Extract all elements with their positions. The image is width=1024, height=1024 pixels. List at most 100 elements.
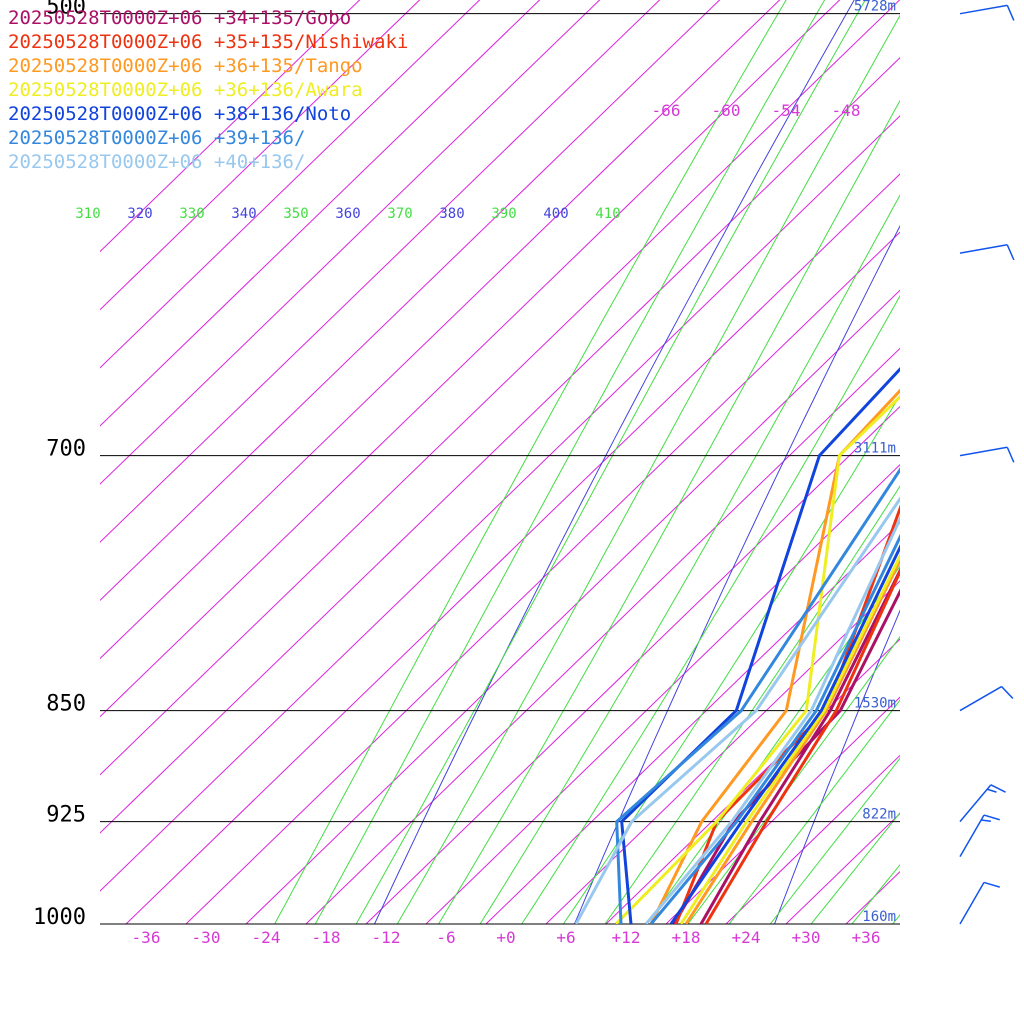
series-temperature-line: [684, 556, 900, 924]
sounding-series: [574, 366, 900, 924]
moist-adiabat-line: [562, 394, 900, 924]
height-label: 822m: [862, 807, 896, 823]
wind-barb: [959, 685, 1014, 712]
dry-adiabat-line: [373, 0, 855, 924]
dry-adiabat-lines: [373, 0, 1024, 988]
series-temperature-line: [699, 567, 900, 924]
theta-label: 360: [335, 206, 360, 222]
temperature-tick-label: -30: [192, 928, 221, 947]
legend-entry: 20250528T0000Z+06 +36+136/Awara: [8, 79, 363, 101]
isotherm-line: [906, 0, 1024, 924]
isotherm-line: [845, 870, 900, 924]
temperature-tick-label: +6: [556, 928, 575, 947]
isotherm-line: [100, 0, 661, 543]
theta-label: 310: [75, 206, 100, 222]
legend-entry: 20250528T0000Z+06 +38+136/Noto: [8, 103, 351, 125]
theta-label: 350: [283, 206, 308, 222]
series-dewpoint-line: [615, 467, 900, 924]
temperature-tick-label: +36: [852, 928, 881, 947]
height-label: 160m: [862, 909, 896, 925]
series-dewpoint-line: [574, 496, 900, 924]
series-dewpoint-line: [672, 588, 900, 924]
isotherm-line: [100, 0, 721, 602]
legend-entry: 20250528T0000Z+06 +36+135/Tango: [8, 55, 363, 77]
theta-label: 390: [491, 206, 516, 222]
isotherm-line: [100, 57, 900, 834]
theta-label: 410: [595, 206, 620, 222]
isotherm-line: [185, 231, 900, 924]
theta-label: 330: [179, 206, 204, 222]
temperature-tick-label: -18: [312, 928, 341, 947]
legend: 20250528T0000Z+06 +34+135/Gobo20250528T0…: [8, 7, 408, 173]
temperature-tick-label: -24: [252, 928, 281, 947]
moist-adiabat-line: [769, 757, 900, 924]
wind-barb: [959, 814, 1000, 858]
temperature-tick-label: +0: [496, 928, 515, 947]
pressure-tick-label: 500: [46, 0, 86, 20]
legend-entry: 20250528T0000Z+06 +35+135/Nishiwaki: [8, 31, 408, 53]
axis-labels: 1000925850700500300250200150100160m822m1…: [33, 0, 896, 947]
series-temperature-line: [704, 568, 900, 924]
moist-adiabat-line: [314, 0, 826, 924]
dry-adiabat-line: [573, 224, 900, 924]
legend-entry: 20250528T0000Z+06 +39+136/: [8, 127, 305, 149]
isotherm-label: -54: [772, 101, 801, 120]
isotherm-line: [725, 754, 900, 924]
isotherm-line: [425, 464, 900, 924]
theta-label: 380: [439, 206, 464, 222]
isotherm-line: [100, 0, 361, 253]
isotherm-line: [100, 0, 421, 311]
wind-barb: [959, 881, 1000, 925]
isotherm-label: -60: [712, 101, 741, 120]
isotherm-line: [100, 0, 481, 369]
pressure-tick-label: 850: [46, 692, 86, 717]
wind-barb: [959, 244, 1015, 261]
isotherm-line: [245, 289, 900, 924]
theta-label: 370: [387, 206, 412, 222]
moist-adiabat-line: [728, 699, 900, 924]
isotherm-line: [100, 0, 900, 776]
series-temperature-line: [669, 544, 900, 924]
isotherm-line: [100, 115, 900, 892]
legend-entry: 20250528T0000Z+06 +34+135/Gobo: [8, 7, 351, 29]
theta-label: 400: [543, 206, 568, 222]
moist-adiabat-line: [274, 0, 787, 924]
isotherm-line: [100, 0, 601, 485]
pressure-tick-label: 925: [46, 803, 86, 828]
isotherm-line: [485, 522, 900, 924]
isotherm-line: [125, 173, 900, 924]
wind-barbs: [959, 4, 1015, 925]
height-label: 1530m: [854, 696, 896, 712]
isobar-lines: [100, 13, 900, 925]
moist-adiabat-line: [396, 14, 900, 924]
isotherm-line: [100, 0, 541, 427]
isotherm-line: [305, 347, 900, 924]
temperature-tick-label: -12: [372, 928, 401, 947]
series-dewpoint-line: [649, 388, 900, 924]
moist-adiabat-line: [687, 635, 900, 924]
series-dewpoint-line: [614, 394, 900, 924]
legend-entry: 20250528T0000Z+06 +40+136/: [8, 151, 305, 173]
isotherm-line: [545, 580, 900, 924]
moist-adiabat-line: [810, 812, 900, 924]
series-temperature-line: [679, 552, 900, 924]
isotherm-line: [100, 0, 841, 718]
isotherm-label: -66: [652, 101, 681, 120]
moist-adiabat-line: [891, 914, 900, 924]
isotherm-label: -48: [832, 101, 861, 120]
isotherm-line: [100, 0, 781, 660]
height-label: 5728m: [854, 0, 896, 15]
height-label: 3111m: [854, 441, 896, 457]
isotherm-line: [365, 405, 900, 924]
moist-adiabat-line: [521, 294, 900, 924]
temperature-tick-label: +18: [672, 928, 701, 947]
moist-adiabat-line: [355, 0, 866, 924]
isotherm-line: [605, 638, 900, 924]
isotherm-line: [665, 696, 900, 924]
dry-adiabat-line: [953, 0, 1024, 988]
theta-label: 320: [127, 206, 152, 222]
series-dewpoint-line: [620, 366, 900, 924]
wind-barb: [959, 784, 1006, 823]
temperature-tick-label: -6: [436, 928, 455, 947]
